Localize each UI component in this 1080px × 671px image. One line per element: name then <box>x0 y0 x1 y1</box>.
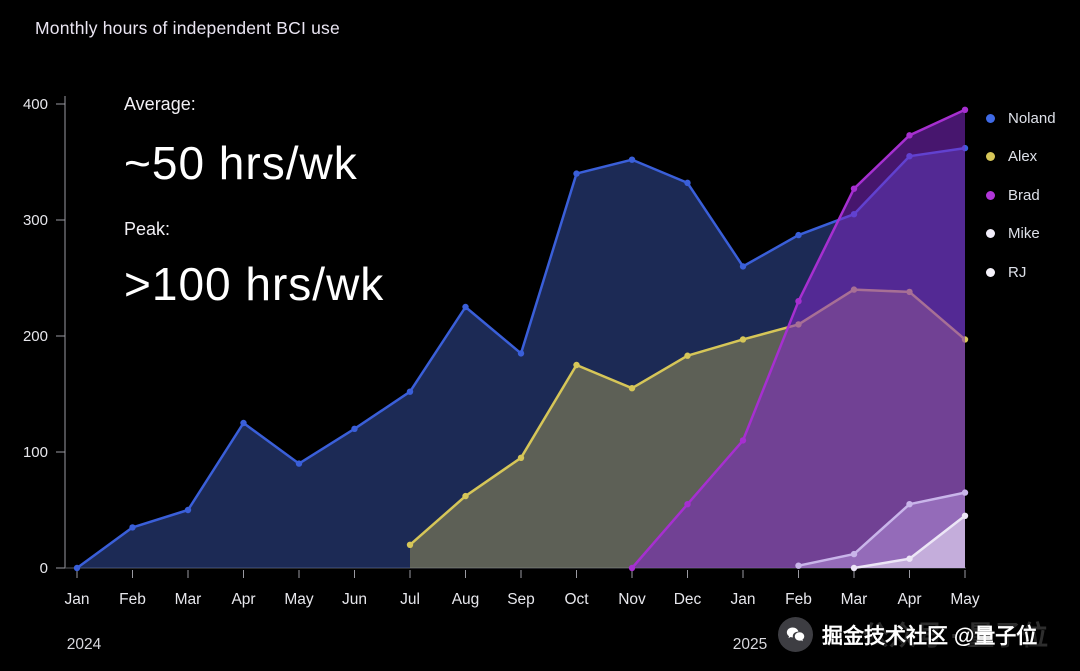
alex-point <box>517 454 525 461</box>
noland-point <box>684 179 691 187</box>
peak-label: Peak: <box>124 219 171 239</box>
x-axis-label: Feb <box>119 591 146 608</box>
year-label: 2025 <box>733 636 767 653</box>
mike-line <box>797 491 967 567</box>
legend-item-noland: Noland <box>986 107 1056 129</box>
mike-point <box>906 501 913 508</box>
legend: Noland Alex Brad Mike RJ <box>986 107 1056 283</box>
x-axis-label: May <box>284 591 314 608</box>
x-axis-label: Mar <box>175 591 202 608</box>
x-axis-label: Feb <box>785 591 812 608</box>
x-axis-label: Jul <box>400 591 420 608</box>
noland-point <box>351 425 358 432</box>
y-axis-label: 300 <box>23 212 48 229</box>
mike-point <box>961 489 969 496</box>
alex-point <box>573 361 580 369</box>
year-label: 2024 <box>67 636 102 653</box>
legend-dot-alex <box>986 152 995 161</box>
noland-point <box>628 156 636 163</box>
legend-item-mike: Mike <box>986 223 1056 245</box>
wechat-icon <box>778 617 813 652</box>
legend-item-brad: Brad <box>986 184 1056 206</box>
x-axis-label: Jan <box>731 591 756 608</box>
x-axis-label: Oct <box>564 591 589 608</box>
noland-point <box>184 506 192 514</box>
average-value: ~50 hrs/wk <box>124 137 358 189</box>
legend-dot-mike <box>986 229 995 238</box>
rj-area <box>854 515 965 568</box>
peak-value: >100 hrs/wk <box>124 258 385 310</box>
alex-point <box>684 352 691 359</box>
noland-point <box>462 303 469 311</box>
y-axis-label: 100 <box>23 444 48 461</box>
legend-dot-brad <box>986 190 995 200</box>
watermark-ghost-text: 公众号 · 量子位 <box>862 621 1048 651</box>
noland-point <box>73 564 81 572</box>
alex-point <box>462 492 469 500</box>
brad-point <box>961 106 969 114</box>
y-axis-label: 400 <box>23 96 48 113</box>
x-axis-label: Nov <box>618 591 646 608</box>
average-label: Average: <box>124 94 196 114</box>
brad-area <box>632 109 965 569</box>
alex-point <box>628 385 636 392</box>
brad-point <box>684 501 691 508</box>
noland-point <box>739 263 747 270</box>
mike-points <box>795 489 969 569</box>
legend-label: Noland <box>1008 109 1056 127</box>
y-axis-label: 200 <box>23 328 48 345</box>
rj-point <box>961 512 969 519</box>
x-axis-label: Apr <box>897 591 921 608</box>
brad-point <box>795 298 802 305</box>
noland-point <box>129 524 136 531</box>
x-axis-label: Sep <box>507 591 535 608</box>
rj-point <box>850 564 858 572</box>
brad-point <box>850 185 858 192</box>
rj-points <box>850 512 969 572</box>
x-axis-label: Aug <box>452 591 480 608</box>
alex-point <box>739 336 747 343</box>
noland-point <box>295 460 303 467</box>
x-axis-label: Apr <box>231 591 255 608</box>
legend-label: RJ <box>1008 263 1027 281</box>
brad-points <box>628 106 969 572</box>
noland-point <box>240 419 247 427</box>
y-axis-label: 0 <box>40 560 48 577</box>
legend-label: Mike <box>1008 225 1040 242</box>
brad-point <box>739 437 747 444</box>
legend-label: Brad <box>1008 186 1040 204</box>
rj-point <box>906 555 913 562</box>
legend-item-alex: Alex <box>986 146 1056 168</box>
x-axis-label: Mar <box>841 591 868 608</box>
noland-point <box>795 231 802 239</box>
brad-point <box>906 132 913 139</box>
x-axis-label: Jan <box>65 591 90 608</box>
x-axis-label: May <box>950 591 980 608</box>
legend-dot-noland <box>986 113 995 123</box>
x-axis-label: Dec <box>674 591 702 608</box>
noland-point <box>517 350 525 357</box>
legend-label: Alex <box>1008 148 1038 165</box>
watermark: 掘金技术社区 @量子位 <box>778 617 1037 652</box>
watermark-text: 掘金技术社区 @量子位 <box>822 624 1038 648</box>
brad-point <box>628 564 636 572</box>
alex-point <box>406 541 414 548</box>
x-axis-label: Jun <box>342 591 367 608</box>
legend-dot-rj <box>986 267 995 277</box>
mike-point <box>850 550 858 558</box>
noland-point <box>573 170 580 177</box>
mike-point <box>795 562 802 569</box>
noland-point <box>406 388 414 395</box>
legend-item-rj: RJ <box>986 261 1056 283</box>
page-title: Monthly hours of independent BCI use <box>35 18 340 38</box>
